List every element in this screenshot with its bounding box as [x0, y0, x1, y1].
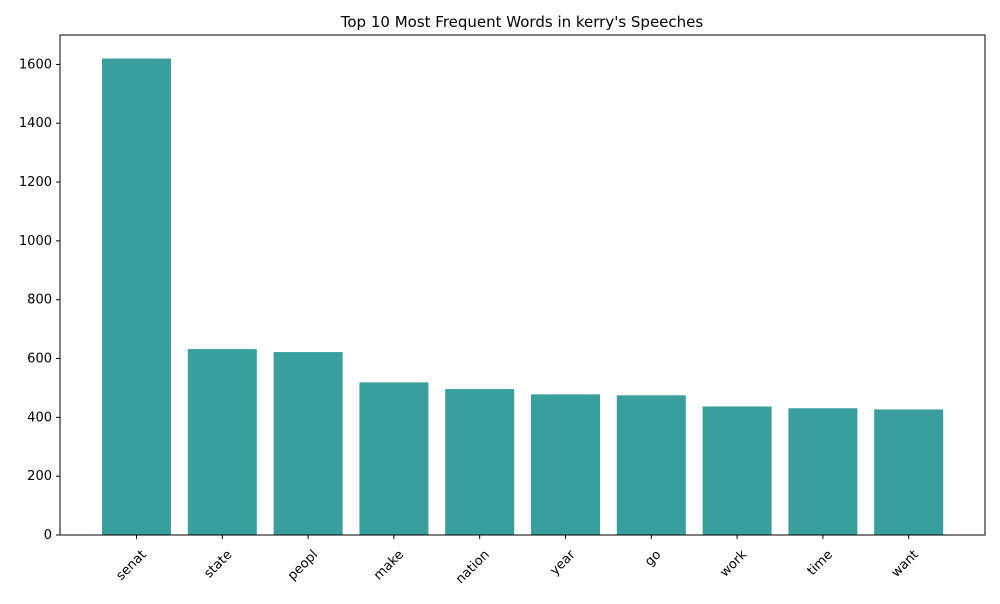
x-tick-label-want: want — [889, 547, 922, 580]
y-tick-label: 800 — [27, 293, 52, 308]
y-tick-label: 1200 — [19, 175, 52, 190]
bars-group — [102, 58, 944, 535]
y-tick-label: 200 — [27, 469, 52, 484]
y-tick-label: 0 — [44, 528, 52, 543]
y-axis: 0 200 400 600 800 1000 1200 1400 1600 — [19, 57, 60, 543]
plot-frame — [59, 34, 986, 536]
x-tick-label-state: state — [201, 547, 235, 581]
x-tick-label-year: year — [547, 547, 579, 579]
x-tick-label-peopl: peopl — [285, 547, 321, 583]
x-tick-label-go: go — [642, 547, 664, 569]
bar-year — [531, 394, 600, 535]
x-tick-label-make: make — [371, 547, 407, 583]
x-tick-label-senat: senat — [113, 547, 149, 583]
bar-state — [187, 349, 257, 535]
y-tick-label: 400 — [27, 410, 52, 425]
bar-make — [359, 382, 429, 535]
x-tick-label-work: work — [717, 547, 750, 580]
bar-want — [874, 409, 944, 535]
x-tick-label-time: time — [805, 547, 836, 578]
bar-go — [616, 395, 686, 535]
bar-nation — [445, 389, 515, 535]
chart-title: Top 10 Most Frequent Words in kerry's Sp… — [340, 13, 704, 31]
y-tick-label: 1400 — [19, 116, 52, 131]
x-axis: senat state peopl make nation year go work time w… — [113, 535, 922, 587]
y-tick-label: 1000 — [19, 234, 52, 249]
bar-peopl — [273, 352, 343, 535]
bar-senat — [102, 58, 171, 535]
x-tick-label-nation: nation — [453, 547, 493, 587]
bar-work — [702, 406, 772, 535]
y-tick-label: 600 — [27, 352, 52, 367]
y-tick-label: 1600 — [19, 57, 52, 72]
bar-time — [788, 408, 858, 535]
